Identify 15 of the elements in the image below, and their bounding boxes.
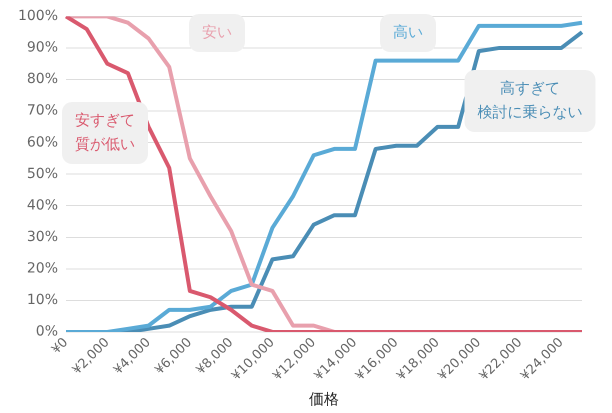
series-label: 高い bbox=[393, 22, 423, 41]
series-label: 安すぎて質が低い bbox=[75, 110, 135, 153]
y-tick-label: 80% bbox=[26, 71, 58, 88]
y-tick-label: 50% bbox=[26, 166, 58, 182]
y-tick-label: 100% bbox=[18, 8, 58, 24]
y-tick-label: 60% bbox=[26, 134, 58, 150]
y-tick-label: 90% bbox=[26, 40, 58, 56]
series-label: 高すぎて検討に乗らない bbox=[478, 78, 582, 121]
y-tick-label: 20% bbox=[26, 260, 58, 276]
y-tick-label: 10% bbox=[26, 292, 58, 308]
y-tick-label: 40% bbox=[26, 197, 58, 214]
x-axis-title: 価格 bbox=[309, 390, 340, 408]
text: 安い bbox=[202, 22, 232, 41]
y-tick-label: 30% bbox=[26, 228, 58, 245]
y-tick-label: 70% bbox=[26, 102, 58, 119]
